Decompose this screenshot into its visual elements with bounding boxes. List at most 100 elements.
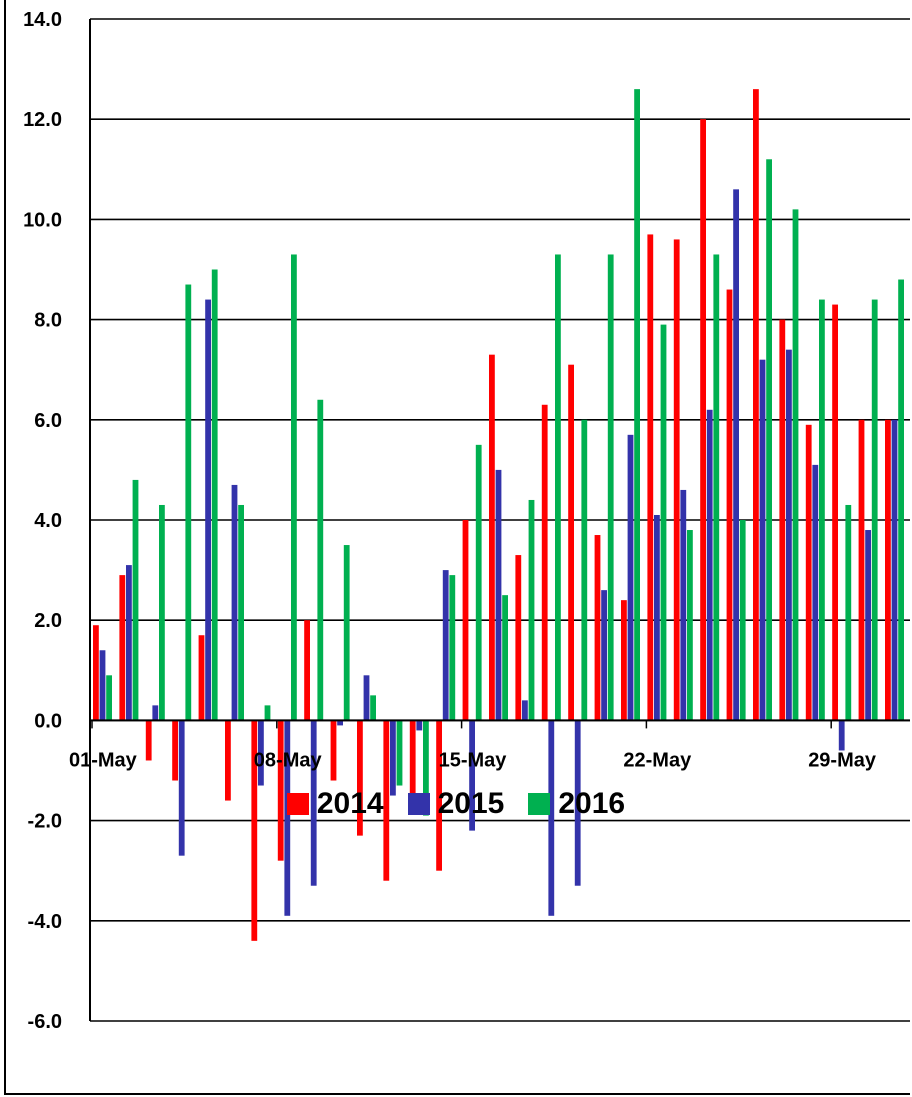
bar-2015-16-May xyxy=(495,469,502,721)
bar-2016-15-May xyxy=(475,444,482,721)
bar-2015-03-May xyxy=(152,705,159,721)
bar-2014-18-May xyxy=(541,404,548,721)
bar-2014-06-May xyxy=(225,720,231,801)
bar-2016-01-May xyxy=(106,675,112,721)
bar-2015-27-May xyxy=(786,349,792,721)
bar-2014-01-May xyxy=(93,625,99,721)
bar-2016-24-May xyxy=(713,254,720,721)
bar-2015-04-May xyxy=(178,720,185,856)
bar-2014-28-May xyxy=(805,424,812,721)
bar-2015-19-May xyxy=(574,720,581,886)
bar-2014-02-May xyxy=(119,575,126,721)
bar-2015-18-May xyxy=(548,720,555,916)
bar-2015-06-May xyxy=(231,484,238,721)
y-tick-label: -4.0 xyxy=(28,911,62,933)
bar-2014-23-May xyxy=(673,239,680,721)
bar-2015-02-May xyxy=(126,565,132,721)
legend-swatch-2016 xyxy=(528,793,551,815)
y-tick-label: 4.0 xyxy=(34,510,62,532)
bar-2015-12-May xyxy=(390,720,396,796)
bar-2016-25-May xyxy=(739,520,746,721)
bar-2016-12-May xyxy=(396,720,403,786)
x-tick-label: 01-May xyxy=(69,749,138,771)
y-tick-label: 0.0 xyxy=(34,710,62,732)
bar-2016-09-May xyxy=(317,399,324,721)
bar-2015-13-May xyxy=(416,720,423,731)
bar-2015-26-May xyxy=(759,359,766,721)
bar-2015-15-May xyxy=(469,720,475,831)
bar-2014-09-May xyxy=(304,620,310,721)
bar-2016-06-May xyxy=(238,504,244,721)
bar-2015-21-May xyxy=(627,434,634,721)
bar-2016-04-May xyxy=(185,284,192,721)
bar-2016-26-May xyxy=(766,159,772,721)
bar-2016-03-May xyxy=(159,504,165,721)
bar-2016-16-May xyxy=(502,595,508,721)
bar-2014-03-May xyxy=(145,720,152,761)
bar-2014-26-May xyxy=(753,89,759,721)
y-tick-label: 8.0 xyxy=(34,310,62,332)
bar-2016-28-May xyxy=(819,299,825,721)
bar-2014-27-May xyxy=(779,319,786,721)
bar-2015-31-May xyxy=(891,419,898,721)
bar-2016-19-May xyxy=(581,419,588,721)
y-tick-label: 10.0 xyxy=(23,209,62,231)
y-tick-labels: 14.0 12.0 10.0 8.0 6.0 4.0 2.0 0.0 -2.0 -4.0 -6.0 xyxy=(23,9,62,1033)
bar-2014-31-May xyxy=(885,419,891,721)
bar-2014-08-May xyxy=(277,720,284,861)
bar-2016-21-May xyxy=(634,89,640,721)
bar-2015-30-May xyxy=(865,530,871,721)
bar-2016-17-May xyxy=(528,499,535,721)
bar-2016-30-May xyxy=(871,299,878,721)
bar-2014-24-May xyxy=(700,119,706,721)
bar-2014-25-May xyxy=(726,289,733,721)
bar-2014-17-May xyxy=(515,555,522,721)
bar-2014-05-May xyxy=(198,635,205,721)
bar-2015-22-May xyxy=(654,514,660,721)
bar-2014-04-May xyxy=(172,720,178,781)
bar-2016-23-May xyxy=(687,530,693,721)
bar-2015-25-May xyxy=(733,189,739,721)
legend-label-2015: 2015 xyxy=(437,787,505,820)
bar-2016-22-May xyxy=(660,324,667,721)
bar-2014-22-May xyxy=(647,234,654,721)
legend-item-2016: 2016 xyxy=(528,787,625,821)
bar-2015-09-May xyxy=(310,720,317,886)
bar-2014-30-May xyxy=(858,419,865,721)
x-tick-label: 08-May xyxy=(254,749,323,771)
legend-label-2014: 2014 xyxy=(316,787,384,820)
bar-2015-05-May xyxy=(205,299,211,721)
bar-2015-11-May xyxy=(363,675,370,721)
bar-2016-05-May xyxy=(211,269,218,721)
bar-2016-10-May xyxy=(343,545,350,721)
axes xyxy=(89,19,910,1021)
bar-2014-12-May xyxy=(383,720,390,881)
x-tick-labels: 01-May 08-May 15-May 22-May 29-May xyxy=(69,749,877,771)
bar-2015-01-May xyxy=(99,650,106,721)
bar-2016-14-May xyxy=(449,575,456,721)
legend-item-2015: 2015 xyxy=(407,787,505,821)
y-tick-label: 2.0 xyxy=(34,610,62,632)
bar-2016-11-May xyxy=(370,695,376,721)
bar-2014-20-May xyxy=(594,535,601,721)
bar-2015-24-May xyxy=(706,409,713,721)
x-tick-label: 29-May xyxy=(808,749,877,771)
x-tick-label: 15-May xyxy=(439,749,508,771)
bar-2014-29-May xyxy=(832,304,838,721)
y-tick-label: 12.0 xyxy=(23,109,62,131)
y-tick-label: -2.0 xyxy=(28,811,62,833)
bar-2015-29-May xyxy=(838,720,845,751)
bar-2015-17-May xyxy=(522,700,528,721)
x-tick-label: 22-May xyxy=(623,749,692,771)
bar-2014-15-May xyxy=(462,520,469,721)
bar-2016-08-May xyxy=(291,254,297,721)
bar-2015-23-May xyxy=(680,489,687,721)
bar-2016-20-May xyxy=(607,254,614,721)
bar-2016-02-May xyxy=(132,479,139,721)
bar-2014-19-May xyxy=(568,364,574,721)
bar-2014-07-May xyxy=(251,720,258,941)
bar-2015-28-May xyxy=(812,464,819,721)
bar-2016-27-May xyxy=(792,209,799,721)
bar-2016-18-May xyxy=(555,254,561,721)
legend-swatch-2014 xyxy=(286,793,309,815)
